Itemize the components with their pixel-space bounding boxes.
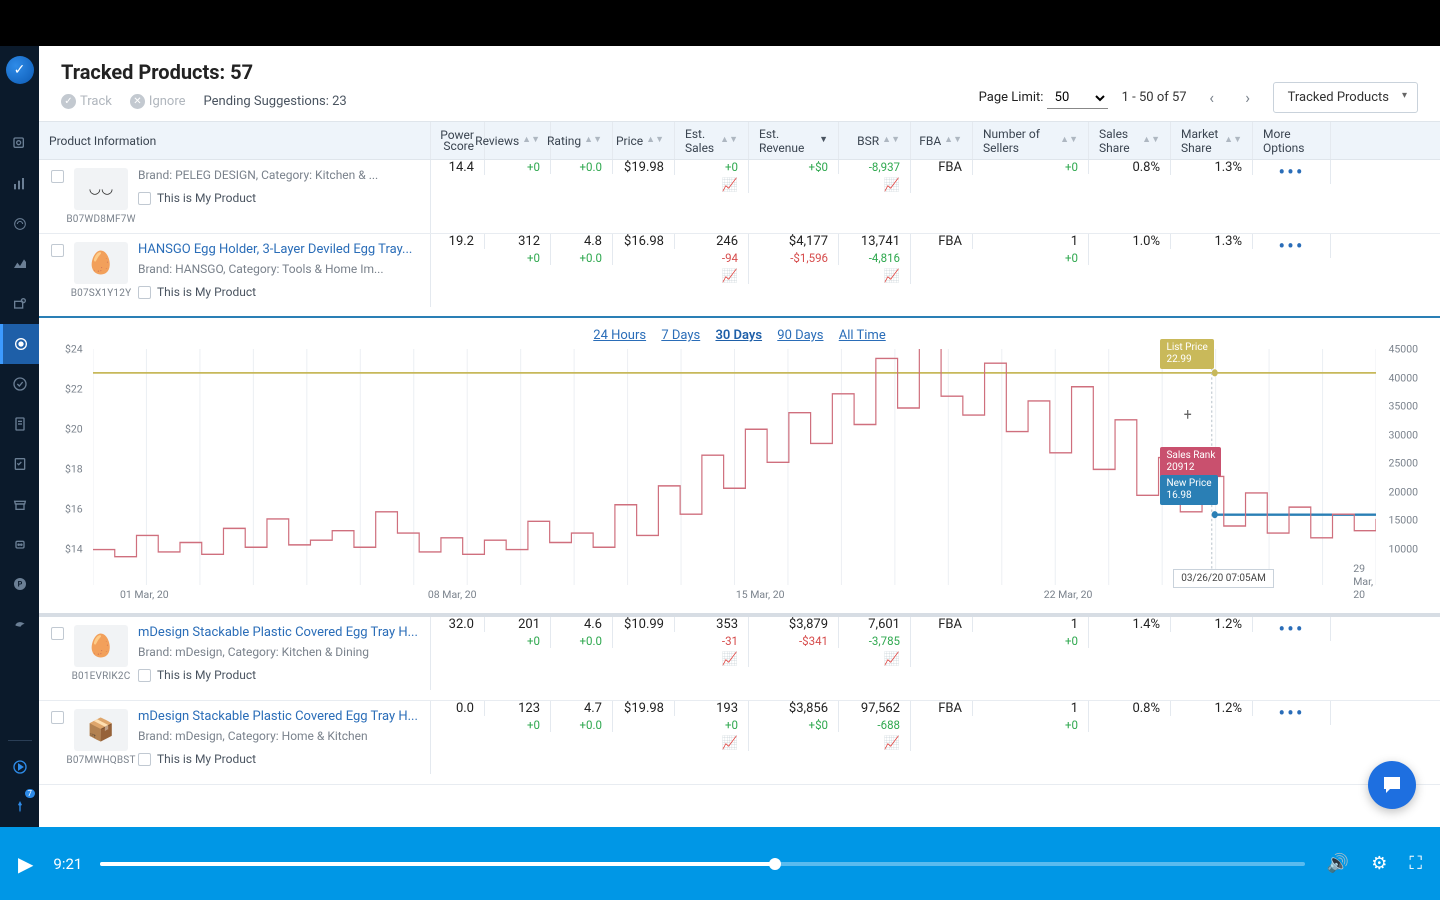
table-row: 🥚 B07SX1Y12Y HANSGO Egg Holder, 3-Layer D…	[39, 234, 1440, 318]
product-thumb[interactable]: 🥚	[74, 625, 128, 667]
svg-text:+: +	[1184, 405, 1192, 424]
next-page-button[interactable]: ›	[1237, 87, 1259, 109]
prev-page-button[interactable]: ‹	[1201, 87, 1223, 109]
main-panel: Tracked Products: 57 ✓Track ✕Ignore Pend…	[39, 46, 1440, 827]
video-scrubber[interactable]	[100, 862, 1305, 866]
chart-icon[interactable]: 📈	[884, 269, 900, 284]
products-table: Product Information PowerScore Reviews▲▼…	[39, 121, 1440, 785]
product-thumb[interactable]: 🥚	[74, 242, 128, 284]
svg-text:P: P	[17, 580, 22, 589]
ignore-button[interactable]: ✕Ignore	[130, 94, 186, 109]
app-sidebar: ✓ P 7	[0, 46, 39, 827]
product-title[interactable]: mDesign Stackable Plastic Covered Egg Tr…	[138, 625, 420, 640]
product-title[interactable]: mDesign Stackable Plastic Covered Egg Tr…	[138, 709, 420, 724]
nav-trends-icon[interactable]	[0, 164, 39, 204]
tab-all[interactable]: All Time	[839, 328, 886, 343]
tab-30d[interactable]: 30 Days	[715, 328, 762, 343]
row-checkbox[interactable]	[51, 170, 64, 183]
table-row: ◡◡ B07WD8MF7W Brand: PELEG DESIGN, Catego…	[39, 160, 1440, 234]
my-product-toggle[interactable]: This is My Product	[138, 285, 420, 299]
col-product[interactable]: Product Information	[39, 122, 431, 159]
play-button[interactable]: ▶	[18, 852, 33, 876]
nav-check-icon[interactable]	[0, 364, 39, 404]
product-sub: Brand: PELEG DESIGN, Category: Kitchen &…	[138, 168, 420, 182]
nav-lamp-icon[interactable]	[0, 604, 39, 644]
product-thumb[interactable]: ◡◡	[74, 168, 128, 210]
table-row: 📦 B07MWHQBST mDesign Stackable Plastic Co…	[39, 701, 1440, 785]
video-time: 9:21	[53, 855, 82, 873]
asin: B07MWHQBST	[66, 755, 135, 766]
nav-box-icon[interactable]	[0, 284, 39, 324]
track-button[interactable]: ✓Track	[61, 94, 112, 109]
more-button[interactable]: •••	[1278, 701, 1304, 725]
col-more: More Options	[1253, 122, 1331, 159]
asin: B07SX1Y12Y	[71, 288, 132, 299]
chart-icon[interactable]: 📈	[722, 178, 738, 193]
page-title: Tracked Products: 57	[61, 60, 1418, 84]
more-button[interactable]: •••	[1278, 160, 1304, 184]
more-button[interactable]: •••	[1278, 234, 1304, 258]
page-limit: Page Limit: 50	[979, 87, 1108, 109]
col-bsr[interactable]: BSR▲▼	[839, 122, 911, 159]
page-limit-select[interactable]: 50	[1047, 87, 1108, 109]
nav-doc-icon[interactable]	[0, 404, 39, 444]
chart-canvas[interactable]: $14$16$18$20$22$241000015000200002500030…	[93, 349, 1376, 585]
col-fba[interactable]: FBA▲▼	[911, 122, 973, 159]
app-logo[interactable]: ✓	[6, 56, 34, 84]
asin: B01EVRIK2C	[72, 671, 131, 682]
row-checkbox[interactable]	[51, 711, 64, 724]
chart-icon[interactable]: 📈	[722, 652, 738, 667]
table-header: Product Information PowerScore Reviews▲▼…	[39, 122, 1440, 160]
nav-search-icon[interactable]	[0, 124, 39, 164]
settings-icon[interactable]: ⚙	[1371, 853, 1387, 874]
col-price[interactable]: Price▲▼	[613, 122, 675, 159]
product-sub: Brand: mDesign, Category: Home & Kitchen	[138, 729, 420, 743]
product-thumb[interactable]: 📦	[74, 709, 128, 751]
nav-store-icon[interactable]	[0, 484, 39, 524]
tab-7d[interactable]: 7 Days	[661, 328, 700, 343]
chart-icon[interactable]: 📈	[884, 652, 900, 667]
table-row: 🥚 B01EVRIK2C mDesign Stackable Plastic Co…	[39, 617, 1440, 701]
col-share[interactable]: Sales Share▲▼	[1089, 122, 1171, 159]
range-text: 1 - 50 of 57	[1122, 90, 1187, 105]
pending-suggestions: Pending Suggestions: 23	[204, 94, 347, 109]
row-checkbox[interactable]	[51, 627, 64, 640]
volume-icon[interactable]: 🔊	[1327, 853, 1349, 874]
chart-icon[interactable]: 📈	[722, 269, 738, 284]
col-rating[interactable]: Rating▲▼	[551, 122, 613, 159]
tracked-products-dropdown[interactable]: Tracked Products	[1273, 82, 1418, 113]
row-checkbox[interactable]	[51, 244, 64, 257]
chart-icon[interactable]: 📈	[722, 736, 738, 751]
my-product-toggle[interactable]: This is My Product	[138, 668, 420, 682]
col-sales[interactable]: Est. Sales▲▼	[675, 122, 749, 159]
nav-p-icon[interactable]: P	[0, 564, 39, 604]
tab-90d[interactable]: 90 Days	[777, 328, 823, 343]
nav-target-icon[interactable]	[0, 324, 39, 364]
col-mshare[interactable]: Market Share▲▼	[1171, 122, 1253, 159]
window-topbar	[0, 0, 1440, 46]
nav-robot-icon[interactable]	[0, 524, 39, 564]
video-player-bar: ▶ 9:21 🔊 ⚙ ⛶	[0, 827, 1440, 900]
nav-brain-icon[interactable]	[0, 204, 39, 244]
nav-chart-icon[interactable]	[0, 244, 39, 284]
product-sub: Brand: mDesign, Category: Kitchen & Dini…	[138, 645, 420, 659]
asin: B07WD8MF7W	[66, 214, 135, 225]
nav-play-icon[interactable]	[0, 747, 39, 787]
my-product-toggle[interactable]: This is My Product	[138, 191, 420, 205]
price-history-chart: 24 Hours 7 Days 30 Days 90 Days All Time…	[39, 318, 1440, 617]
col-revenue[interactable]: Est. Revenue▼	[749, 122, 839, 159]
chat-fab[interactable]	[1368, 761, 1416, 809]
product-title[interactable]: HANSGO Egg Holder, 3-Layer Deviled Egg T…	[138, 242, 420, 257]
nav-task-icon[interactable]	[0, 444, 39, 484]
tab-24h[interactable]: 24 Hours	[593, 328, 646, 343]
fullscreen-icon[interactable]: ⛶	[1409, 853, 1422, 874]
col-sellers[interactable]: Number of Sellers▲▼	[973, 122, 1089, 159]
product-sub: Brand: HANSGO, Category: Tools & Home Im…	[138, 262, 420, 276]
chart-icon[interactable]: 📈	[884, 178, 900, 193]
chart-icon[interactable]: 📈	[884, 736, 900, 751]
my-product-toggle[interactable]: This is My Product	[138, 752, 420, 766]
nav-pin-icon[interactable]: 7	[0, 787, 39, 827]
col-reviews[interactable]: Reviews▲▼	[485, 122, 551, 159]
more-button[interactable]: •••	[1278, 617, 1304, 641]
